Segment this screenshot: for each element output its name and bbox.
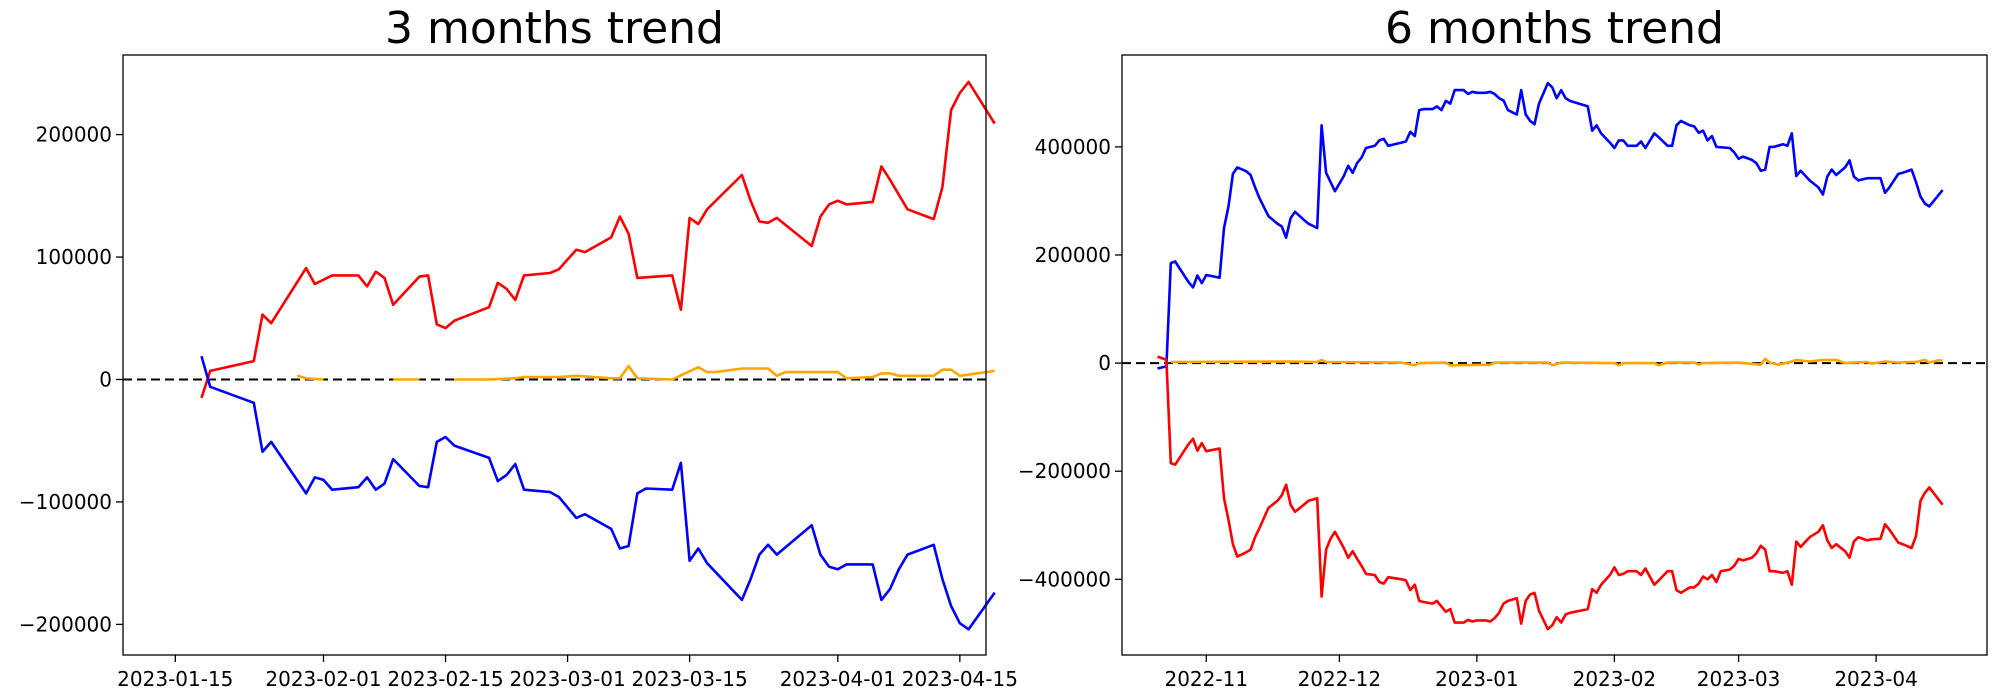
chart-title: 6 months trend [1385, 3, 1724, 54]
y-tick-label: −200000 [19, 612, 112, 636]
x-tick-label: 2023-02-01 [265, 667, 381, 691]
series-line-2 [1170, 357, 1943, 367]
series-line-1 [200, 355, 996, 631]
y-tick-label: 0 [99, 367, 112, 391]
series-line-0 [1157, 81, 1944, 370]
y-tick-label: −400000 [1018, 567, 1111, 591]
x-tick-label: 2023-03-01 [509, 667, 625, 691]
plot-frame [1121, 54, 1988, 656]
chart-title: 3 months trend [385, 3, 724, 54]
x-tick-label: 2023-02 [1573, 667, 1657, 691]
chart-3-months: 3 months trend −200000 −100000 0 100000 20000… [19, 3, 1018, 691]
plot-frame [122, 54, 987, 656]
series-line-0 [200, 80, 996, 399]
x-tick-label: 2022-12 [1298, 667, 1382, 691]
y-tick-label: 200000 [36, 123, 112, 147]
x-tick-label: 2023-01 [1435, 667, 1519, 691]
x-tick-label: 2023-04-15 [902, 667, 1018, 691]
y-tick-label: 100000 [36, 245, 112, 269]
y-tick-label: 0 [1098, 351, 1111, 375]
chart-6-months: 6 months trend −400000 −200000 0 200000 40000… [1018, 3, 1988, 691]
x-tick-label: 2023-01-15 [117, 667, 233, 691]
y-tick-label: 400000 [1035, 135, 1111, 159]
x-tick-label: 2023-04-01 [780, 667, 896, 691]
y-tick-label: −100000 [19, 490, 112, 514]
x-tick-label: 2022-11 [1164, 667, 1248, 691]
y-tick-label: 200000 [1035, 243, 1111, 267]
x-tick-label: 2023-02-15 [387, 667, 503, 691]
x-tick-label: 2023-03-15 [631, 667, 747, 691]
x-tick-label: 2023-03 [1697, 667, 1781, 691]
series-line-1 [1157, 355, 1944, 631]
series-line-2 [296, 364, 995, 381]
x-tick-label: 2023-04 [1834, 667, 1918, 691]
y-tick-label: −200000 [1018, 459, 1111, 483]
